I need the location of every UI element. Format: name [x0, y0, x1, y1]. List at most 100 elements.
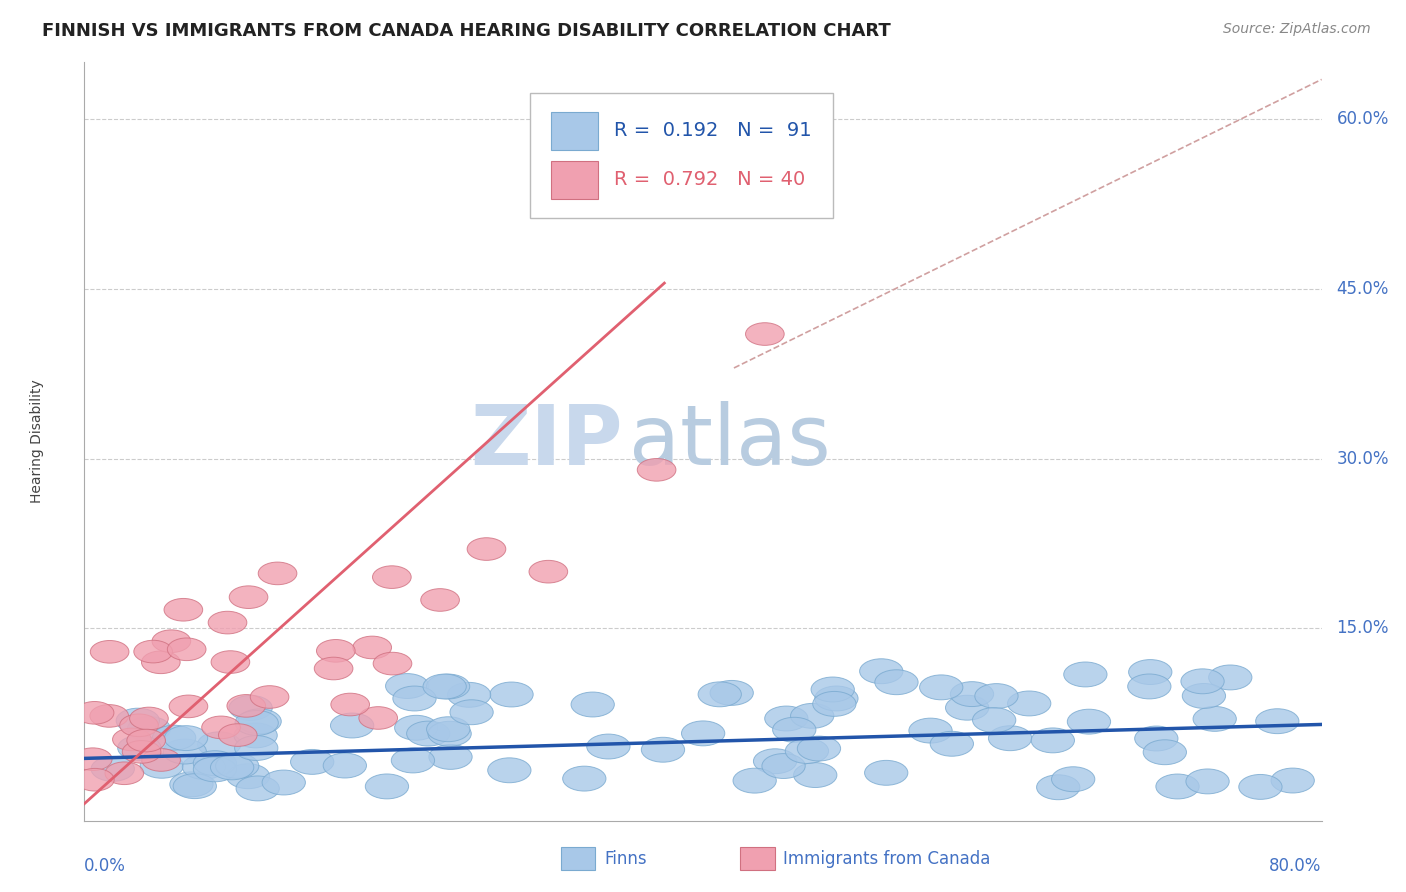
Ellipse shape	[641, 738, 685, 762]
Ellipse shape	[373, 652, 412, 675]
Ellipse shape	[118, 736, 162, 760]
Ellipse shape	[373, 566, 411, 589]
Ellipse shape	[1064, 662, 1107, 687]
Ellipse shape	[250, 686, 288, 708]
Ellipse shape	[931, 731, 973, 756]
Ellipse shape	[134, 640, 173, 663]
Ellipse shape	[165, 599, 202, 621]
Ellipse shape	[427, 722, 471, 747]
Ellipse shape	[426, 674, 470, 699]
Ellipse shape	[420, 589, 460, 611]
Ellipse shape	[1129, 659, 1173, 684]
Text: Source: ZipAtlas.com: Source: ZipAtlas.com	[1223, 22, 1371, 37]
Ellipse shape	[1194, 706, 1236, 731]
Ellipse shape	[1182, 683, 1226, 708]
Ellipse shape	[391, 748, 434, 772]
Ellipse shape	[1067, 709, 1111, 734]
Ellipse shape	[586, 734, 630, 759]
Ellipse shape	[229, 696, 273, 721]
Ellipse shape	[395, 715, 437, 740]
Ellipse shape	[120, 714, 159, 737]
Ellipse shape	[562, 766, 606, 791]
Text: 15.0%: 15.0%	[1337, 619, 1389, 637]
Ellipse shape	[90, 705, 128, 727]
Ellipse shape	[226, 695, 266, 717]
Bar	[740, 847, 775, 870]
Ellipse shape	[236, 776, 280, 801]
Ellipse shape	[973, 707, 1015, 732]
Bar	[561, 847, 595, 870]
Ellipse shape	[699, 681, 741, 706]
Text: R =  0.192   N =  91: R = 0.192 N = 91	[614, 121, 811, 140]
Ellipse shape	[366, 774, 409, 799]
Text: Immigrants from Canada: Immigrants from Canada	[783, 849, 991, 868]
Ellipse shape	[811, 677, 855, 702]
Ellipse shape	[920, 675, 963, 700]
Text: ZIP: ZIP	[470, 401, 623, 482]
Text: 45.0%: 45.0%	[1337, 280, 1389, 298]
Ellipse shape	[392, 686, 436, 711]
Ellipse shape	[198, 731, 240, 756]
Ellipse shape	[1239, 774, 1282, 799]
Ellipse shape	[950, 681, 994, 706]
Ellipse shape	[859, 659, 903, 683]
Ellipse shape	[467, 538, 506, 560]
Ellipse shape	[814, 686, 858, 711]
Ellipse shape	[215, 754, 259, 779]
Ellipse shape	[259, 562, 297, 585]
Ellipse shape	[447, 682, 491, 707]
Ellipse shape	[426, 717, 470, 741]
Ellipse shape	[112, 728, 152, 751]
Ellipse shape	[385, 673, 429, 698]
Ellipse shape	[291, 749, 333, 774]
Ellipse shape	[974, 683, 1018, 708]
Bar	[551, 112, 598, 150]
Ellipse shape	[226, 764, 270, 789]
Ellipse shape	[330, 713, 374, 738]
Ellipse shape	[762, 754, 806, 779]
Text: R =  0.792   N = 40: R = 0.792 N = 40	[614, 170, 806, 189]
Ellipse shape	[127, 730, 166, 752]
Ellipse shape	[235, 711, 278, 735]
Ellipse shape	[323, 753, 367, 778]
Ellipse shape	[169, 695, 208, 718]
Ellipse shape	[1156, 774, 1199, 799]
Ellipse shape	[682, 721, 725, 746]
Ellipse shape	[1185, 769, 1229, 794]
Ellipse shape	[173, 773, 217, 798]
Ellipse shape	[194, 757, 236, 781]
Ellipse shape	[790, 704, 834, 728]
Text: 60.0%: 60.0%	[1337, 110, 1389, 128]
Ellipse shape	[423, 674, 467, 699]
Ellipse shape	[765, 706, 808, 731]
Text: 30.0%: 30.0%	[1337, 450, 1389, 467]
Ellipse shape	[710, 681, 754, 706]
Ellipse shape	[745, 323, 785, 345]
Ellipse shape	[1052, 767, 1095, 792]
Ellipse shape	[141, 754, 183, 778]
Ellipse shape	[211, 651, 250, 673]
Ellipse shape	[1256, 709, 1299, 733]
Ellipse shape	[1271, 768, 1315, 793]
Ellipse shape	[201, 716, 240, 739]
Ellipse shape	[1008, 691, 1050, 716]
Ellipse shape	[105, 762, 143, 785]
Ellipse shape	[238, 709, 281, 734]
Ellipse shape	[152, 725, 195, 750]
Ellipse shape	[142, 748, 180, 772]
Ellipse shape	[813, 691, 856, 716]
Ellipse shape	[167, 638, 207, 661]
Ellipse shape	[129, 707, 169, 730]
Ellipse shape	[218, 723, 257, 747]
Ellipse shape	[193, 751, 236, 776]
Text: FINNISH VS IMMIGRANTS FROM CANADA HEARING DISABILITY CORRELATION CHART: FINNISH VS IMMIGRANTS FROM CANADA HEARIN…	[42, 22, 891, 40]
Ellipse shape	[1128, 674, 1171, 699]
Ellipse shape	[786, 739, 828, 764]
Text: Hearing Disability: Hearing Disability	[31, 380, 45, 503]
Ellipse shape	[142, 651, 180, 673]
Ellipse shape	[316, 640, 356, 662]
Text: Finns: Finns	[605, 849, 647, 868]
Ellipse shape	[1135, 726, 1178, 751]
Ellipse shape	[170, 772, 214, 797]
Ellipse shape	[117, 708, 159, 733]
